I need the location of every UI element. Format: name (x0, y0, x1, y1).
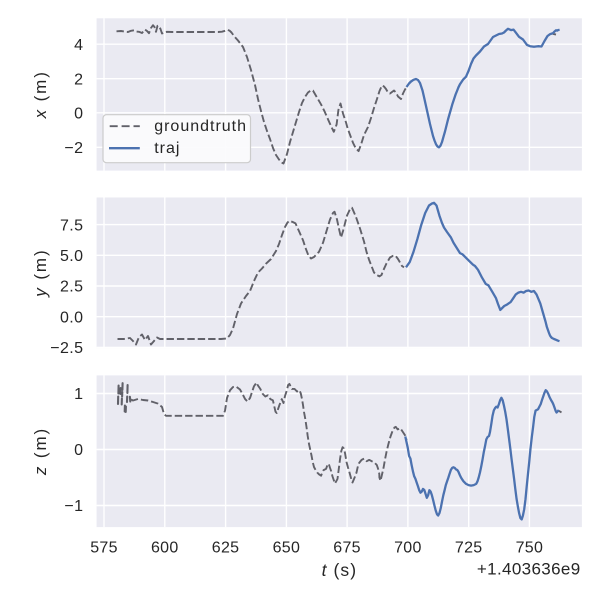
svg-text:575: 575 (90, 540, 118, 557)
svg-text:600: 600 (151, 540, 179, 557)
svg-text:2.5: 2.5 (60, 279, 83, 296)
svg-text:+1.403636e9: +1.403636e9 (477, 560, 581, 579)
svg-text:1: 1 (74, 386, 83, 403)
svg-text:−2: −2 (64, 140, 83, 157)
svg-text:t (s): t (s) (322, 560, 358, 580)
svg-text:7.5: 7.5 (60, 217, 83, 234)
svg-text:625: 625 (212, 540, 240, 557)
svg-text:700: 700 (394, 540, 422, 557)
svg-text:725: 725 (455, 540, 483, 557)
svg-text:675: 675 (333, 540, 361, 557)
svg-text:750: 750 (516, 540, 544, 557)
svg-text:−1: −1 (64, 498, 83, 515)
svg-text:x (m): x (m) (31, 70, 50, 119)
svg-text:y (m): y (m) (31, 248, 50, 297)
svg-text:0: 0 (74, 106, 83, 123)
svg-text:0: 0 (74, 442, 83, 459)
svg-text:groundtruth: groundtruth (154, 118, 247, 135)
svg-text:4: 4 (74, 37, 83, 54)
svg-text:0.0: 0.0 (60, 309, 83, 326)
svg-text:5.0: 5.0 (60, 248, 83, 265)
svg-text:−2.5: −2.5 (50, 340, 83, 357)
svg-text:traj: traj (154, 140, 180, 157)
svg-text:650: 650 (273, 540, 301, 557)
svg-text:z (m): z (m) (31, 427, 50, 476)
svg-text:2: 2 (74, 71, 83, 88)
